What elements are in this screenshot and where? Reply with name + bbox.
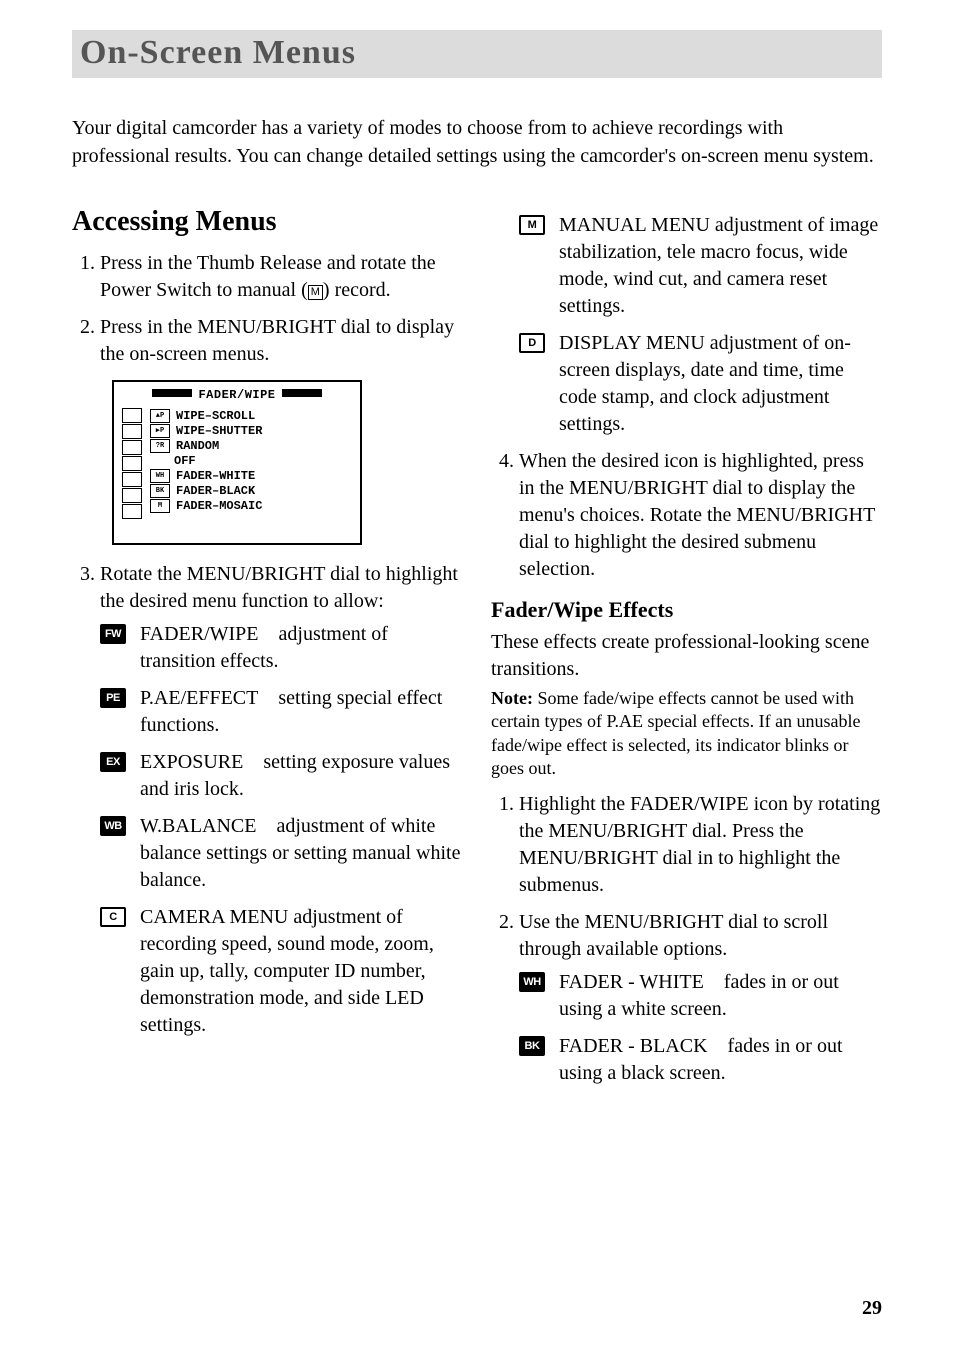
- list-item: WB W.BALANCE adjustment of white balance…: [100, 813, 463, 894]
- list-item: BK FADER - BLACK fades in or out using a…: [519, 1033, 882, 1087]
- fader-white-icon: WH: [519, 972, 545, 992]
- fader-mosaic-icon: M: [150, 499, 170, 513]
- right-column: M MANUAL MENU adjustment of image stabil…: [491, 206, 882, 1099]
- random-icon: ?R: [150, 439, 170, 453]
- camera-menu-icon: C: [100, 907, 126, 927]
- list-item: C CAMERA MENU adjustment of recording sp…: [100, 904, 463, 1039]
- page: On-Screen Menus Your digital camcorder h…: [0, 0, 954, 1352]
- wipe-scroll-icon: ▲P: [150, 409, 170, 423]
- manual-menu-icon: M: [519, 215, 545, 235]
- item-label: W.BALANCE: [140, 815, 256, 837]
- menu-function-list: FW FADER/WIPE adjustment of transition e…: [100, 621, 463, 1039]
- list-item: PE P.AE/EFFECT setting special effect fu…: [100, 685, 463, 739]
- osd-row-text: FADER–BLACK: [176, 484, 255, 498]
- section-banner: On-Screen Menus: [72, 30, 882, 78]
- osd-left-icon: [122, 472, 142, 487]
- exposure-icon: EX: [100, 752, 126, 772]
- display-menu-icon: D: [519, 333, 545, 353]
- item-label: FADER - WHITE: [559, 971, 704, 993]
- osd-row-text: WIPE–SCROLL: [176, 409, 255, 423]
- osd-left-icon: [122, 408, 142, 423]
- osd-left-icon: [122, 440, 142, 455]
- step-3-li: Rotate the MENU/BRIGHT dial to highlight…: [100, 561, 463, 1039]
- fader-wipe-icon: FW: [100, 624, 126, 644]
- wbalance-icon: WB: [100, 816, 126, 836]
- fw-step-2: Use the MENU/BRIGHT dial to scroll throu…: [519, 909, 882, 1087]
- step-4: When the desired icon is highlighted, pr…: [491, 448, 882, 583]
- two-column-layout: Accessing Menus Press in the Thumb Relea…: [72, 206, 882, 1099]
- osd-left-icon: [122, 456, 142, 471]
- osd-title: FADER/WIPE: [122, 388, 352, 402]
- m-record-icon: M: [308, 285, 323, 300]
- note-text: Some fade/wipe effects cannot be used wi…: [491, 688, 861, 778]
- fader-black-icon: BK: [150, 484, 170, 498]
- fw-step-1: Highlight the FADER/WIPE icon by rotatin…: [519, 791, 882, 899]
- osd-left-icon: [122, 488, 142, 503]
- steps-1-2: Press in the Thumb Release and rotate th…: [72, 250, 463, 368]
- wipe-shutter-icon: ▶P: [150, 424, 170, 438]
- note-label: Note:: [491, 688, 533, 708]
- osd-left-icon: [122, 424, 142, 439]
- item-label: DISPLAY MENU: [559, 332, 705, 354]
- item-label: FADER/WIPE: [140, 623, 259, 645]
- osd-row-text: OFF: [174, 454, 196, 468]
- osd-row-text: WIPE–SHUTTER: [176, 424, 262, 438]
- page-number: 29: [862, 1297, 882, 1320]
- off-icon: [150, 455, 168, 467]
- osd-left-icons: [122, 408, 144, 519]
- fader-wipe-heading: Fader/Wipe Effects: [491, 597, 882, 623]
- osd-screenshot: FADER/WIPE ▲P WIPE–SCROLL ▶P WIPE–SHUTTER: [112, 380, 362, 545]
- item-label: MANUAL MENU: [559, 214, 710, 236]
- item-label: FADER - BLACK: [559, 1035, 708, 1057]
- list-item: FW FADER/WIPE adjustment of transition e…: [100, 621, 463, 675]
- fader-black-icon: BK: [519, 1036, 545, 1056]
- fader-wipe-steps: Highlight the FADER/WIPE icon by rotatin…: [491, 791, 882, 1087]
- fader-white-icon: WH: [150, 469, 170, 483]
- step-4-li: When the desired icon is highlighted, pr…: [519, 448, 882, 583]
- accessing-menus-heading: Accessing Menus: [72, 206, 463, 238]
- list-item: EX EXPOSURE setting exposure values and …: [100, 749, 463, 803]
- osd-row-text: RANDOM: [176, 439, 219, 453]
- osd-row-text: FADER–WHITE: [176, 469, 255, 483]
- item-label: CAMERA MENU: [140, 906, 288, 928]
- step-1: Press in the Thumb Release and rotate th…: [100, 250, 463, 304]
- item-label: EXPOSURE: [140, 751, 243, 773]
- step-3: Rotate the MENU/BRIGHT dial to highlight…: [72, 561, 463, 1039]
- osd-left-icon: [122, 504, 142, 519]
- fader-wipe-note: Note: Some fade/wipe effects cannot be u…: [491, 687, 882, 781]
- intro-paragraph: Your digital camcorder has a variety of …: [72, 114, 882, 170]
- pae-effect-icon: PE: [100, 688, 126, 708]
- list-item: D DISPLAY MENU adjustment of on-screen d…: [519, 330, 882, 438]
- step-3-intro: Rotate the MENU/BRIGHT dial to highlight…: [100, 563, 458, 612]
- osd-right-rows: ▲P WIPE–SCROLL ▶P WIPE–SHUTTER ?R RANDOM OF…: [150, 408, 262, 519]
- list-item: M MANUAL MENU adjustment of image stabil…: [519, 212, 882, 320]
- menu-function-list-cont: M MANUAL MENU adjustment of image stabil…: [519, 212, 882, 438]
- step-2: Press in the MENU/BRIGHT dial to display…: [100, 314, 463, 368]
- fader-option-list: WH FADER - WHITE fades in or out using a…: [519, 969, 882, 1087]
- list-item: WH FADER - WHITE fades in or out using a…: [519, 969, 882, 1023]
- fader-wipe-intro: These effects create professional-lookin…: [491, 629, 882, 683]
- osd-row-text: FADER–MOSAIC: [176, 499, 262, 513]
- left-column: Accessing Menus Press in the Thumb Relea…: [72, 206, 463, 1099]
- item-label: P.AE/EFFECT: [140, 687, 258, 709]
